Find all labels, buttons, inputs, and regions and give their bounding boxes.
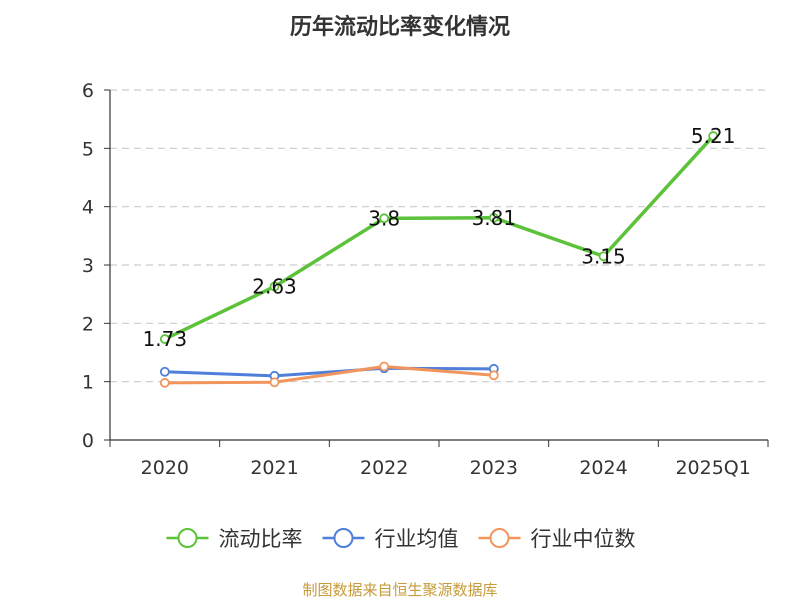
data-point (269, 281, 280, 292)
data-point (598, 251, 609, 262)
x-tick-label: 2023 (470, 457, 518, 479)
legend-label: 行业中位数 (531, 527, 636, 551)
legend-item-2[interactable]: 行业中位数 (478, 527, 636, 551)
data-point (708, 131, 719, 141)
axes: 0 1 2 3 4 5 6 2020 2021 2022 2023 2024 2025Q1 (82, 80, 769, 479)
legend-item-1[interactable]: 行业均值 (322, 527, 459, 551)
y-tick-label: 5 (82, 138, 94, 160)
y-tick-label: 3 (82, 255, 94, 277)
legend-label: 流动比率 (219, 527, 303, 551)
data-point (488, 370, 499, 381)
series-line-2 (163, 365, 496, 385)
x-tick-label: 2022 (360, 457, 408, 479)
legend: 流动比率 行业均值 行业中位数 (166, 527, 636, 551)
legend-swatch-marker (333, 528, 354, 548)
legend-swatch-marker (489, 528, 510, 548)
data-label: 3.81 (472, 206, 517, 230)
series-line-0 (163, 134, 715, 341)
source-note: 制图数据来自恒生聚源数据库 (302, 581, 497, 599)
x-tick-label: 2020 (141, 457, 189, 479)
data-label: 3.8 (368, 206, 400, 230)
data-label: 1.73 (143, 327, 188, 351)
data-point (159, 377, 170, 388)
y-tick-label: 1 (82, 372, 94, 394)
data-label: 5.21 (691, 124, 736, 148)
data-point (159, 366, 170, 377)
x-tick-label: 2021 (250, 457, 298, 479)
y-tick-label: 4 (82, 197, 94, 219)
x-tick-label: 2025Q1 (675, 457, 750, 479)
data-labels: 1.73 2.63 3.8 3.81 3.15 5.21 (143, 124, 736, 351)
legend-label: 行业均值 (375, 527, 459, 551)
x-tick-label: 2024 (579, 457, 627, 479)
data-label: 3.15 (581, 244, 626, 268)
data-point (379, 361, 390, 372)
legend-swatch-marker (177, 528, 198, 548)
y-tick-label: 0 (82, 430, 94, 452)
y-tick-label: 2 (82, 313, 94, 335)
series-line-1 (163, 366, 496, 378)
data-label: 2.63 (252, 275, 297, 299)
y-tick-label: 6 (82, 80, 94, 102)
chart-title: 历年流动比率变化情况 (290, 14, 510, 40)
grid-lines (110, 89, 768, 383)
data-point (269, 377, 280, 388)
data-point (488, 212, 499, 223)
series-lines (159, 131, 719, 388)
data-point (159, 334, 170, 344)
legend-item-0[interactable]: 流动比率 (166, 527, 303, 551)
data-point (379, 213, 390, 224)
